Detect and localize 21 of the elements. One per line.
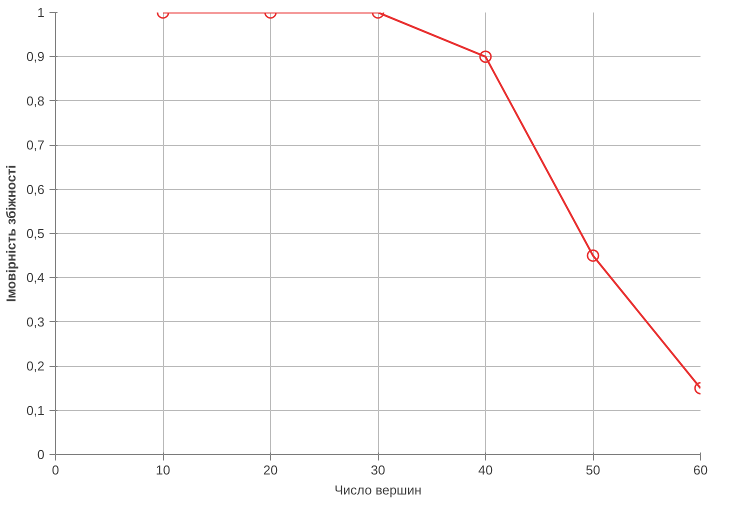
x-tick-label: 30 [370, 462, 386, 478]
x-tick-label: 20 [263, 462, 278, 478]
y-tick-label: 0,9 [26, 49, 45, 64]
y-tick-label: 0,7 [26, 138, 45, 153]
y-tick-label: 0,8 [26, 93, 45, 108]
x-tick-label: 10 [156, 462, 170, 478]
y-tick-label: 0,1 [26, 402, 45, 418]
y-tick-label: 0,6 [26, 182, 45, 197]
y-tick-label: 0,5 [26, 226, 45, 241]
x-tick-label: 0 [52, 462, 60, 478]
y-tick-label: 0 [37, 447, 45, 462]
x-axis-title: Число вершин [334, 482, 422, 498]
x-tick-label: 50 [586, 462, 600, 478]
x-tick-label: 60 [693, 462, 708, 478]
y-axis-title: Імовірність збіжності [3, 164, 18, 302]
y-tick-label: 0,4 [26, 270, 45, 286]
y-tick-label: 0,3 [26, 314, 45, 330]
point [586, 249, 600, 262]
y-tick-label: 0,2 [26, 358, 45, 374]
x-tick-label: 40 [478, 462, 493, 478]
y-tick-label: 1 [37, 5, 45, 20]
